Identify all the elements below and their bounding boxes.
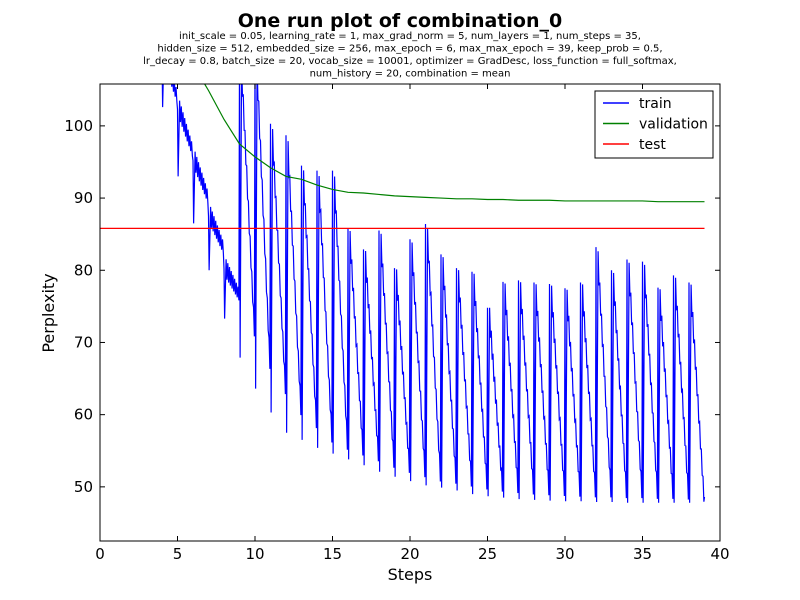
chart-subtitle-line: num_history = 20, combination = mean xyxy=(310,69,511,80)
chart-subtitle-line: lr_decay = 0.8, batch_size = 20, vocab_s… xyxy=(143,56,677,67)
legend-label-train: train xyxy=(639,96,672,112)
x-tick-label: 15 xyxy=(323,545,342,563)
chart-subtitle-line: init_scale = 0.05, learning_rate = 1, ma… xyxy=(179,31,641,42)
legend-label-validation: validation xyxy=(639,117,708,133)
chart-subtitle-line: hidden_size = 512, embedded_size = 256, … xyxy=(157,44,662,55)
x-tick-label: 40 xyxy=(710,545,729,563)
x-tick-label: 0 xyxy=(95,545,105,563)
x-tick-label: 25 xyxy=(478,545,497,563)
legend-box xyxy=(594,90,714,159)
y-tick-label: 70 xyxy=(74,333,93,351)
y-tick-label: 90 xyxy=(74,189,93,207)
y-tick-label: 50 xyxy=(74,478,93,496)
legend-label-test: test xyxy=(639,137,666,153)
series-line-train xyxy=(161,84,706,503)
x-tick-label: 10 xyxy=(245,545,264,563)
y-tick-label: 60 xyxy=(74,406,93,424)
chart-title: One run plot of combination_0 xyxy=(238,10,562,32)
x-axis-label: Steps xyxy=(388,565,433,584)
x-tick-label: 5 xyxy=(173,545,183,563)
x-tick-label: 20 xyxy=(400,545,419,563)
series-group xyxy=(100,84,706,503)
chart-subtitle: init_scale = 0.05, learning_rate = 1, ma… xyxy=(143,31,677,80)
y-tick-label: 80 xyxy=(74,261,93,279)
x-tick-label: 30 xyxy=(555,545,574,563)
y-tick-label: 100 xyxy=(64,117,93,135)
legend: train validation test xyxy=(594,90,714,159)
x-tick-label: 35 xyxy=(633,545,652,563)
y-axis-label: Perplexity xyxy=(39,273,58,352)
y-axis-ticks: 50 60 70 80 90 100 xyxy=(64,117,720,496)
series-line-validation xyxy=(203,84,705,203)
x-axis-ticks: 0 5 10 15 20 25 30 35 40 xyxy=(95,84,730,563)
